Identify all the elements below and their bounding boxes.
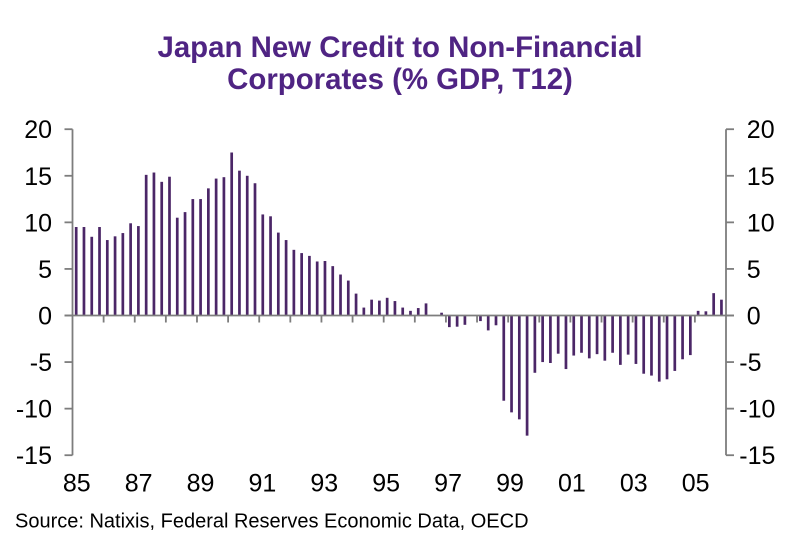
svg-text:10: 10 xyxy=(24,209,52,237)
svg-text:05: 05 xyxy=(682,470,710,498)
svg-text:15: 15 xyxy=(747,163,775,191)
svg-text:5: 5 xyxy=(38,256,52,284)
svg-text:91: 91 xyxy=(249,470,277,498)
svg-text:-15: -15 xyxy=(16,442,52,470)
svg-text:-5: -5 xyxy=(30,349,52,377)
svg-text:93: 93 xyxy=(310,470,338,498)
svg-text:0: 0 xyxy=(38,303,52,331)
svg-text:97: 97 xyxy=(434,470,462,498)
svg-text:-10: -10 xyxy=(16,396,52,424)
svg-text:-5: -5 xyxy=(739,349,761,377)
svg-text:01: 01 xyxy=(558,470,586,498)
svg-text:-10: -10 xyxy=(739,396,775,424)
svg-text:20: 20 xyxy=(24,116,52,144)
svg-text:Japan New Credit to Non-Financ: Japan New Credit to Non-Financial xyxy=(157,31,642,64)
svg-text:-15: -15 xyxy=(739,442,775,470)
svg-text:99: 99 xyxy=(496,470,524,498)
svg-text:Corporates (% GDP, T12): Corporates (% GDP, T12) xyxy=(227,63,573,96)
svg-text:20: 20 xyxy=(747,116,775,144)
svg-text:87: 87 xyxy=(125,470,153,498)
svg-text:89: 89 xyxy=(187,470,215,498)
svg-text:0: 0 xyxy=(747,303,761,331)
svg-text:10: 10 xyxy=(747,209,775,237)
svg-text:95: 95 xyxy=(372,470,400,498)
svg-text:85: 85 xyxy=(63,470,91,498)
svg-text:03: 03 xyxy=(620,470,648,498)
svg-text:15: 15 xyxy=(24,163,52,191)
svg-text:5: 5 xyxy=(747,256,761,284)
svg-text:Source: Natixis, Federal Reser: Source: Natixis, Federal Reserves Econom… xyxy=(15,511,529,533)
